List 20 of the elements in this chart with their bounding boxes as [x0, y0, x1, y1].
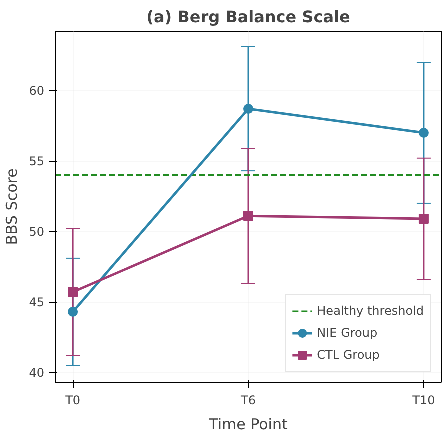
y-axis-title: BBS Score [3, 168, 22, 246]
point [244, 104, 254, 114]
point [68, 287, 78, 298]
point [68, 307, 78, 318]
point [244, 211, 254, 222]
x-tick-label: T0 [64, 394, 81, 408]
x-tick-label: T10 [412, 394, 436, 408]
y-tick-label: 60 [29, 84, 45, 98]
legend-label: Healthy threshold [317, 304, 424, 318]
x-axis-title: Time Point [208, 416, 288, 434]
point [418, 214, 429, 224]
legend-label: CTL Group [317, 348, 380, 362]
chart-title: (a) Berg Balance Scale [146, 8, 350, 26]
y-tick-label: 55 [29, 154, 45, 169]
y-tick-label: 40 [29, 366, 45, 380]
x-tick-label: T6 [240, 394, 256, 408]
y-tick-label: 45 [29, 296, 45, 310]
y-tick-label: 50 [29, 225, 45, 240]
point [418, 128, 429, 138]
legend-label: NIE Group [317, 326, 378, 340]
